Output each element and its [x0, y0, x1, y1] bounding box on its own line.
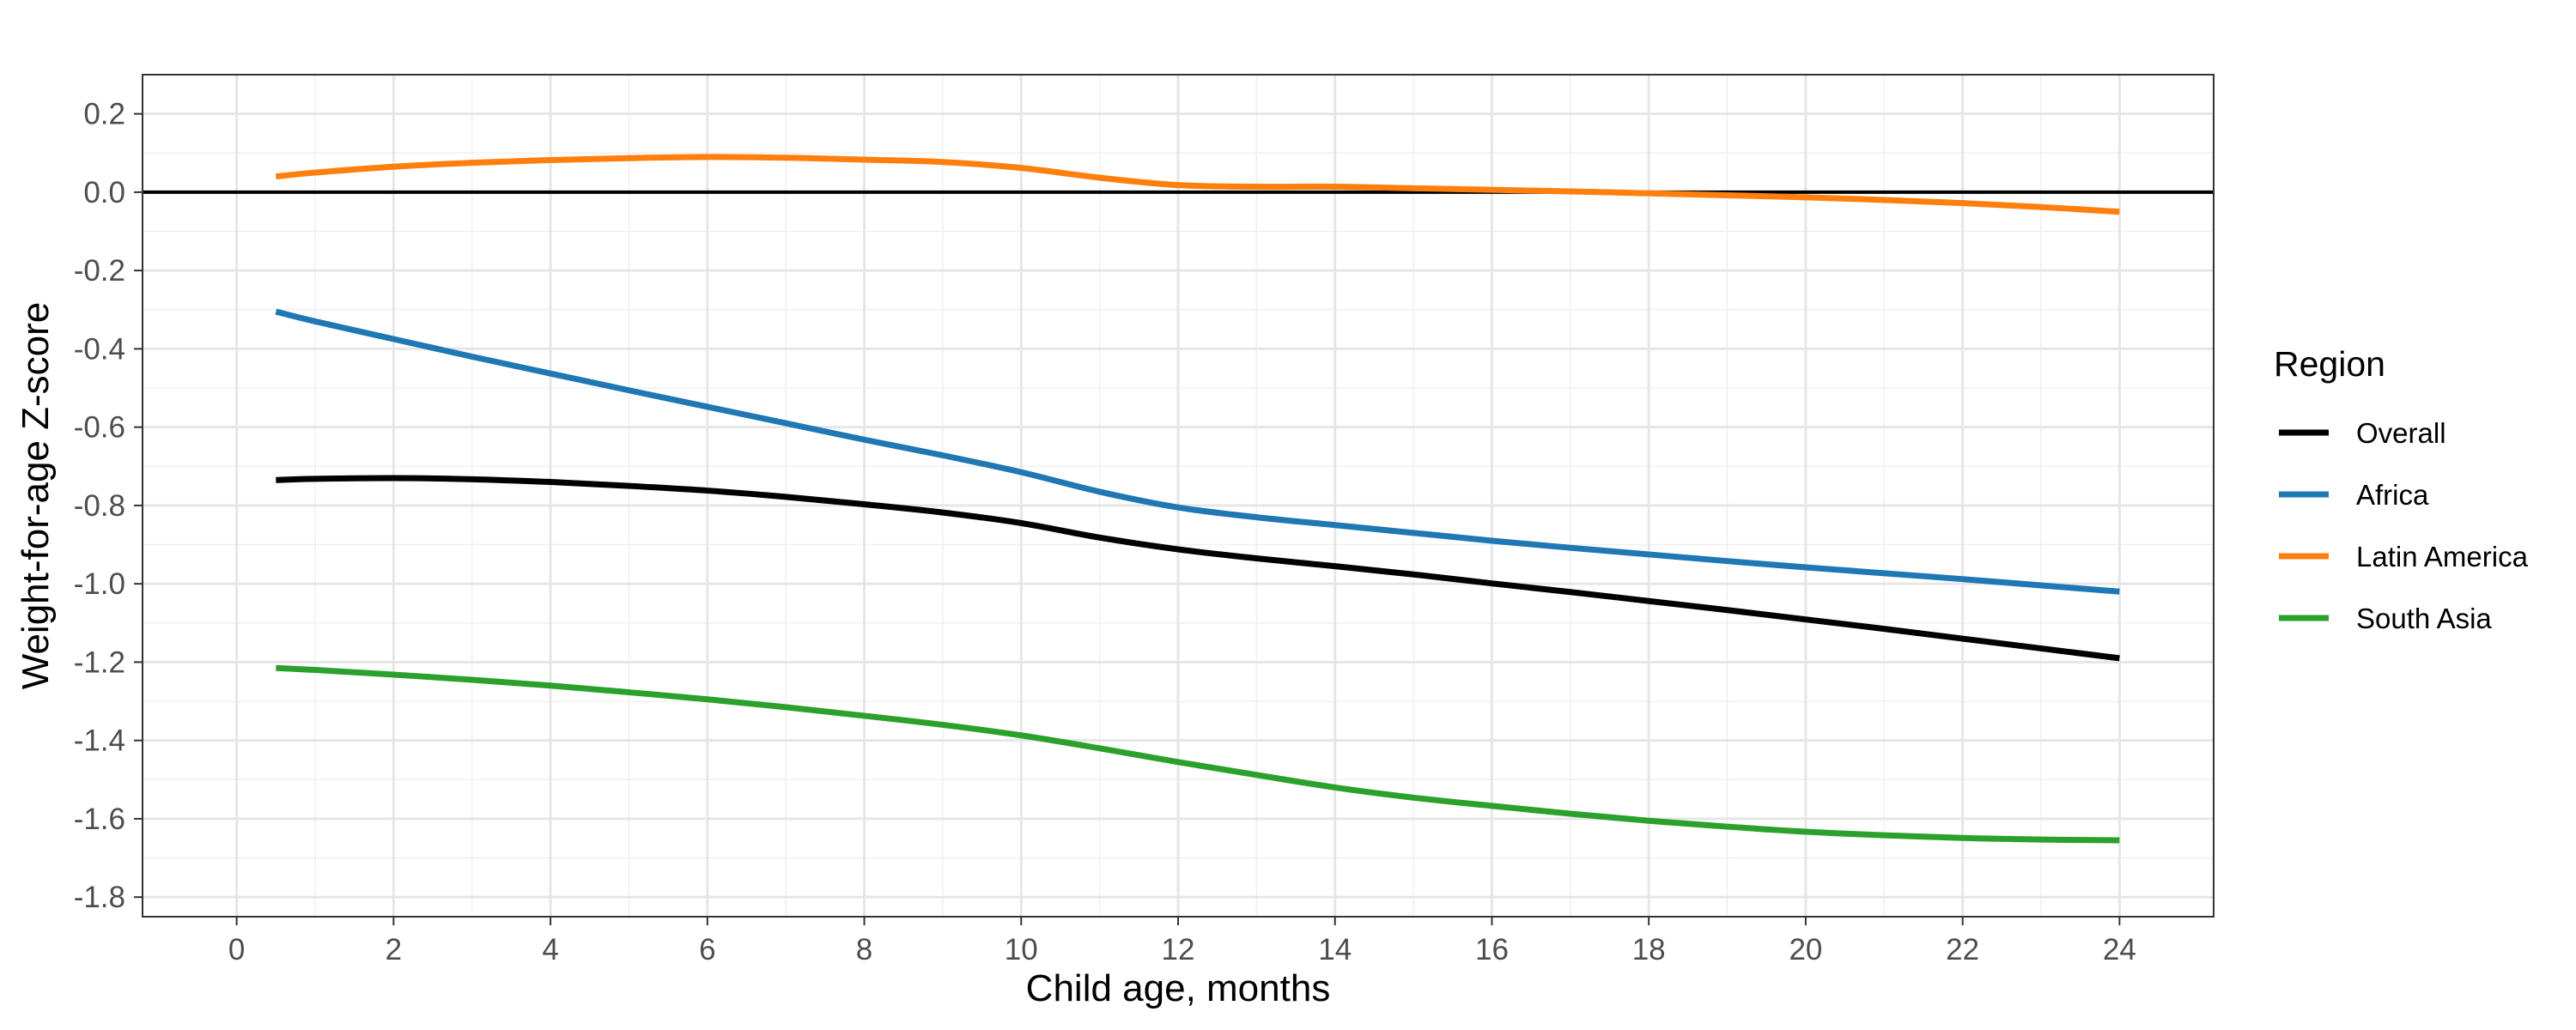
legend-label-africa: Africa [2356, 479, 2429, 511]
legend-label-latin-america: Latin America [2356, 541, 2529, 573]
x-tick-label: 6 [699, 933, 715, 966]
x-tick-label: 20 [1789, 933, 1822, 966]
y-tick-label: 0.0 [83, 176, 125, 209]
series-line-south-asia [276, 664, 2120, 844]
y-tick-label: -0.6 [74, 411, 125, 445]
y-tick-label: 0.2 [83, 98, 125, 131]
x-tick-label: 18 [1632, 933, 1666, 966]
x-tick-label: 12 [1162, 933, 1195, 966]
x-axis: 0 2 4 6 8 10 12 14 16 18 20 22 24 [228, 917, 2136, 966]
y-tick-label: -0.4 [74, 332, 125, 366]
x-tick-label: 14 [1318, 933, 1352, 966]
legend-title: Region [2274, 344, 2385, 384]
x-tick-label: 24 [2103, 933, 2136, 966]
x-tick-label: 10 [1005, 933, 1038, 966]
y-axis-title: Weight-for-age Z-score [15, 302, 57, 690]
x-tick-label: 16 [1475, 933, 1509, 966]
series-line-overall [276, 475, 2120, 662]
legend-label-overall: Overall [2356, 417, 2446, 449]
x-tick-label: 2 [386, 933, 402, 966]
y-tick-label: -1.8 [74, 881, 125, 914]
legend: Region Overall Africa Latin America South A… [2274, 344, 2529, 634]
y-axis: 0.2 0.0 -0.2 -0.4 -0.6 -0.8 -1.0 -1.2 -1.4 -1.6 -1… [74, 98, 143, 914]
major-gridlines [143, 75, 2214, 917]
x-axis-title: Child age, months [1026, 967, 1331, 1009]
x-tick-label: 22 [1946, 933, 1979, 966]
y-tick-label: -1.4 [74, 724, 125, 758]
series-line-latin-america [275, 154, 2120, 215]
y-tick-label: -1.0 [74, 567, 125, 601]
y-tick-label: -0.8 [74, 489, 125, 523]
legend-label-south-asia: South Asia [2356, 603, 2492, 634]
x-tick-label: 0 [228, 933, 245, 966]
x-tick-label: 8 [856, 933, 872, 966]
y-tick-label: -1.2 [74, 645, 125, 679]
y-tick-label: -1.6 [74, 803, 125, 836]
series-lines [275, 154, 2120, 844]
y-tick-label: -0.2 [74, 254, 125, 288]
x-tick-label: 4 [542, 933, 558, 966]
series-line-africa [275, 308, 2120, 595]
